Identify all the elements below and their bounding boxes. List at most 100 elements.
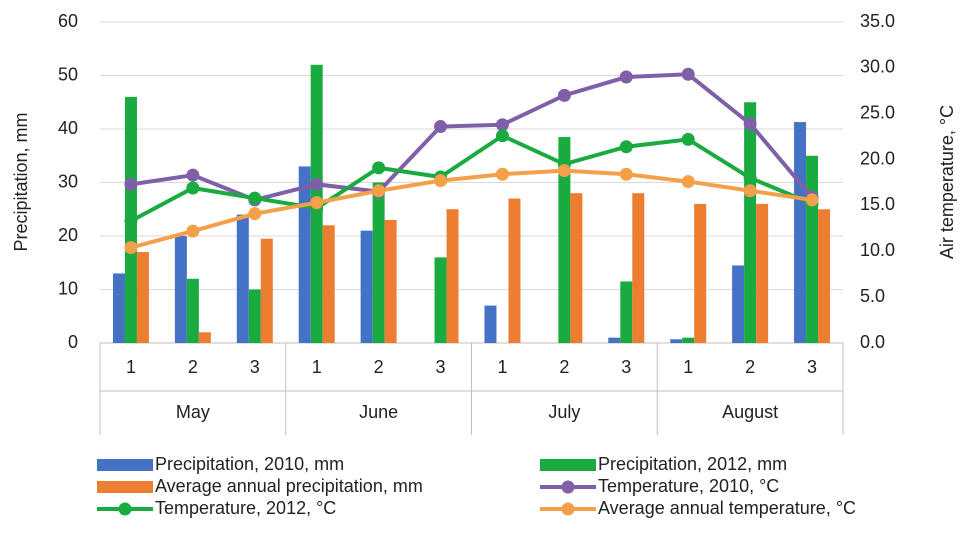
bar [360, 230, 373, 343]
x-tick-label: 1 [683, 357, 693, 377]
legend-label: Precipitation, 2012, mm [598, 454, 787, 474]
line [130, 133, 813, 223]
x-tick-label: 2 [188, 357, 198, 377]
marker [186, 168, 200, 182]
bar [806, 155, 819, 343]
marker [124, 214, 138, 228]
bar [794, 122, 807, 343]
legend-label: Temperature, 2010, °C [598, 476, 779, 496]
legend-swatch [540, 459, 596, 471]
line [130, 168, 813, 250]
x-tick-label: 3 [807, 357, 817, 377]
bar [260, 238, 273, 343]
x-tick-label: 2 [559, 357, 569, 377]
y-tick-label: 30 [58, 171, 78, 191]
bar [186, 278, 199, 343]
x-tick-label: 1 [497, 357, 507, 377]
y-axis-title: Precipitation, mm [11, 112, 31, 251]
legend-swatch [118, 502, 132, 516]
legend-label: Average annual temperature, °C [598, 498, 856, 518]
marker [619, 140, 633, 154]
marker [495, 118, 509, 132]
marker [124, 177, 138, 191]
y2-tick-label: 35.0 [860, 11, 895, 31]
bar [112, 273, 125, 343]
bar [446, 209, 459, 343]
bar [620, 281, 633, 343]
line [130, 72, 814, 203]
y-tick-label: 40 [58, 118, 78, 138]
x-tick-label: 3 [250, 357, 260, 377]
bar [248, 289, 261, 343]
marker [557, 164, 571, 178]
bar [694, 203, 707, 343]
bar [236, 214, 249, 343]
bar [744, 102, 757, 343]
legend-swatch [561, 480, 575, 494]
y2-axis-title: Air temperature, °C [937, 105, 957, 259]
bar [384, 219, 397, 343]
legend-swatch [97, 459, 153, 471]
marker [495, 129, 509, 143]
group-label: July [548, 402, 580, 422]
bar [756, 203, 769, 343]
marker [681, 175, 695, 189]
marker [743, 171, 757, 185]
bar [558, 137, 571, 343]
bar [608, 337, 621, 343]
bar [434, 257, 447, 343]
group-label: May [176, 402, 210, 422]
marker [310, 177, 324, 191]
legend-swatch [97, 481, 153, 493]
bar [508, 198, 521, 343]
legend-label: Average annual precipitation, mm [155, 476, 423, 496]
y2-tick-label: 25.0 [860, 102, 895, 122]
legend-label: Temperature, 2012, °C [155, 498, 336, 518]
bar [632, 193, 645, 343]
y-tick-label: 20 [58, 225, 78, 245]
marker [310, 196, 324, 210]
marker [681, 132, 695, 146]
marker [434, 120, 448, 134]
y2-tick-label: 20.0 [860, 148, 895, 168]
x-tick-label: 1 [126, 357, 136, 377]
y2-tick-label: 30.0 [860, 57, 895, 77]
legend-label: Precipitation, 2010, mm [155, 454, 344, 474]
y2-tick-label: 10.0 [860, 240, 895, 260]
y-tick-label: 10 [58, 278, 78, 298]
marker [434, 174, 448, 188]
marker [743, 184, 757, 198]
x-tick-label: 1 [312, 357, 322, 377]
group-label: August [722, 402, 778, 422]
y-tick-label: 60 [58, 11, 78, 31]
marker [372, 161, 386, 175]
marker [681, 67, 695, 81]
bar [174, 236, 187, 343]
bar [322, 225, 335, 343]
bar [298, 166, 311, 343]
group-label: June [359, 402, 398, 422]
marker [186, 181, 200, 195]
x-tick-label: 3 [621, 357, 631, 377]
bar [372, 182, 385, 343]
bar [818, 209, 831, 343]
y2-tick-label: 15.0 [860, 194, 895, 214]
bar [670, 339, 683, 343]
marker [805, 193, 819, 207]
bar [484, 305, 497, 343]
marker [248, 207, 262, 221]
y2-tick-label: 5.0 [860, 286, 885, 306]
marker [619, 70, 633, 84]
marker [186, 224, 200, 238]
marker [124, 241, 138, 255]
bar [198, 332, 211, 343]
marker [248, 191, 262, 205]
bar [682, 337, 695, 343]
x-tick-label: 3 [436, 357, 446, 377]
bar [732, 265, 745, 343]
marker [495, 167, 509, 181]
bar [136, 252, 149, 343]
marker [557, 88, 571, 102]
x-tick-label: 2 [745, 357, 755, 377]
